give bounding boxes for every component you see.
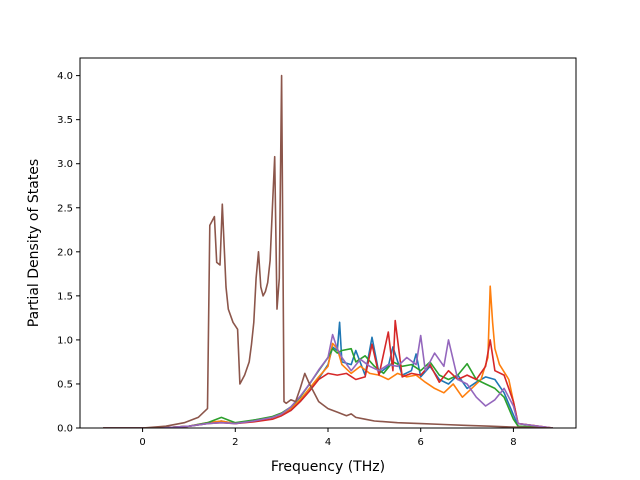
x-tick-label: 2 [232,437,238,448]
y-tick-label: 2.0 [57,247,73,258]
y-tick-label: 1.5 [57,291,73,302]
x-axis-title: Frequency (THz) [271,459,385,475]
y-axis: 0.0 0.5 1.0 1.5 2.0 2.5 3.0 3.5 4.0 [57,71,80,435]
y-tick-label: 1.0 [57,335,73,346]
y-tick-label: 3.0 [57,159,73,170]
series-line-6 [103,74,553,428]
y-tick-label: 0.5 [57,379,73,390]
x-tick-label: 8 [510,437,516,448]
series-line-5 [103,333,553,428]
y-tick-label: 4.0 [57,71,73,82]
x-tick-label: 4 [325,437,331,448]
y-tick-label: 0.0 [57,424,73,435]
series-layer [103,74,553,428]
y-tick-label: 3.5 [57,115,73,126]
x-tick-label: 0 [139,437,145,448]
series-line-4 [103,319,553,428]
y-tick-label: 2.5 [57,203,73,214]
x-tick-label: 6 [418,437,424,448]
x-axis: 0 2 4 6 8 [139,428,517,448]
y-axis-title: Partial Density of States [26,159,42,327]
